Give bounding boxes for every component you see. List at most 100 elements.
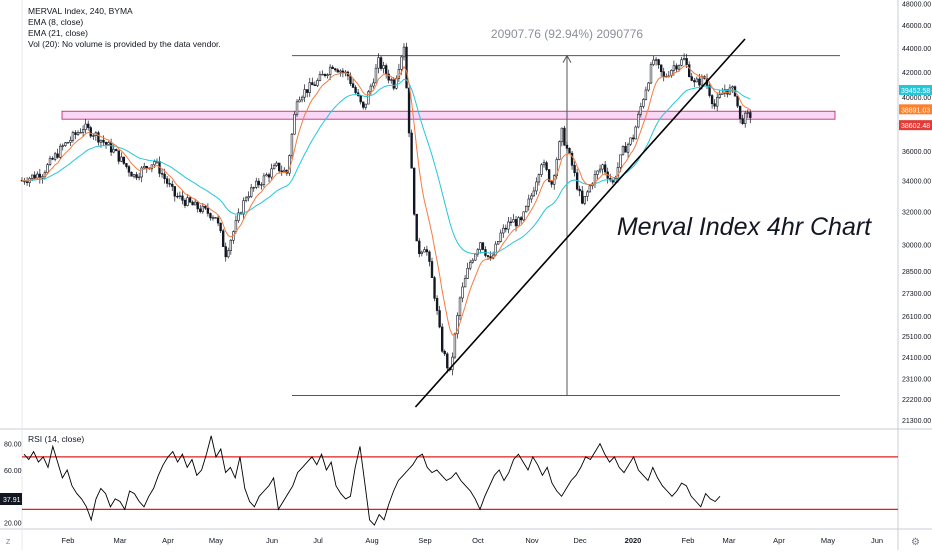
candle-body[interactable] [440, 326, 444, 352]
rsi-legend[interactable]: RSI (14, close) [28, 434, 85, 444]
legend-ema21[interactable]: EMA (21, close) [28, 28, 88, 38]
candle-body[interactable] [244, 197, 248, 201]
candle-body[interactable] [616, 167, 620, 179]
candle-body[interactable] [542, 162, 546, 166]
candle-body[interactable] [211, 217, 215, 219]
candle-body[interactable] [219, 222, 222, 232]
candle-body[interactable] [718, 94, 721, 98]
candle-body[interactable] [578, 188, 581, 192]
candle-body[interactable] [369, 85, 373, 93]
candle-body[interactable] [687, 64, 691, 77]
candle-body[interactable] [107, 142, 110, 145]
candle-body[interactable] [677, 64, 681, 70]
candle-body[interactable] [563, 127, 566, 146]
candle-body[interactable] [46, 164, 49, 173]
candle-body[interactable] [374, 67, 378, 84]
candle-body[interactable] [749, 112, 752, 118]
candle-body[interactable] [637, 113, 640, 128]
candle-body[interactable] [104, 141, 108, 145]
candle-body[interactable] [143, 165, 146, 169]
candle-body[interactable] [132, 174, 136, 177]
candle-body[interactable] [410, 132, 413, 169]
ema21-path[interactable] [21, 78, 751, 255]
candle-body[interactable] [334, 68, 337, 71]
legend-symbol[interactable]: MERVAL Index, 240, BYMA [28, 6, 133, 16]
candle-body[interactable] [509, 221, 513, 224]
candle-body[interactable] [631, 137, 635, 140]
candle-body[interactable] [435, 298, 439, 311]
candle-body[interactable] [502, 227, 505, 234]
candle-body[interactable] [53, 153, 57, 160]
candle-body[interactable] [662, 71, 665, 77]
candle-body[interactable] [165, 178, 169, 184]
candle-body[interactable] [92, 135, 95, 137]
candle-body[interactable] [588, 185, 592, 193]
candle-body[interactable] [675, 65, 678, 70]
legend-ema8[interactable]: EMA (8, close) [28, 17, 84, 27]
candle-body[interactable] [196, 201, 199, 210]
candle-body[interactable] [486, 255, 490, 257]
candle-body[interactable] [76, 132, 80, 135]
candle-body[interactable] [30, 174, 34, 179]
candle-body[interactable] [221, 230, 225, 247]
candle-body[interactable] [402, 46, 406, 58]
candle-body[interactable] [532, 190, 536, 197]
candle-body[interactable] [693, 80, 696, 83]
candle-body[interactable] [471, 259, 474, 263]
candle-body[interactable] [87, 123, 90, 128]
candle-body[interactable] [672, 65, 676, 71]
candle-body[interactable] [642, 99, 645, 107]
candle-body[interactable] [216, 217, 220, 224]
candle-body[interactable] [249, 187, 253, 197]
candle-body[interactable] [262, 175, 266, 185]
candle-body[interactable] [558, 141, 561, 160]
candle-body[interactable] [102, 139, 105, 143]
candle-body[interactable] [186, 197, 189, 206]
candle-body[interactable] [64, 142, 67, 146]
candle-body[interactable] [201, 205, 204, 212]
candle-body[interactable] [499, 232, 502, 242]
candle-body[interactable] [535, 181, 538, 192]
candle-body[interactable] [522, 211, 525, 221]
candle-body[interactable] [178, 195, 182, 197]
candle-body[interactable] [288, 155, 291, 174]
candle-body[interactable] [540, 164, 543, 175]
candle-body[interactable] [649, 64, 653, 84]
price-tag[interactable] [899, 84, 932, 95]
candle-body[interactable] [127, 166, 131, 173]
candle-body[interactable] [257, 180, 261, 186]
candle-body[interactable] [468, 261, 472, 269]
candle-body[interactable] [283, 169, 286, 172]
candle-body[interactable] [379, 57, 383, 69]
candle-body[interactable] [25, 181, 29, 183]
candle-body[interactable] [738, 105, 742, 119]
candle-body[interactable] [109, 142, 113, 153]
candle-body[interactable] [713, 103, 716, 107]
candle-body[interactable] [407, 87, 411, 134]
candle-body[interactable] [621, 146, 625, 156]
candle-body[interactable] [685, 58, 688, 65]
candle-body[interactable] [565, 144, 569, 149]
candle-body[interactable] [629, 137, 632, 145]
candle-body[interactable] [51, 157, 54, 160]
candle-body[interactable] [176, 195, 179, 198]
candle-body[interactable] [267, 174, 271, 178]
candle-body[interactable] [479, 242, 482, 250]
candle-body[interactable] [275, 162, 278, 166]
candle-body[interactable] [364, 103, 367, 108]
candle-body[interactable] [183, 199, 187, 206]
candle-body[interactable] [339, 70, 342, 73]
candle-body[interactable] [351, 83, 355, 88]
candle-body[interactable] [163, 173, 166, 180]
candle-body[interactable] [384, 65, 388, 75]
candle-body[interactable] [173, 186, 176, 197]
candle-body[interactable] [135, 174, 138, 179]
candle-body[interactable] [418, 240, 421, 254]
candle-body[interactable] [568, 148, 571, 154]
candle-body[interactable] [657, 59, 660, 66]
candle-body[interactable] [145, 165, 148, 169]
candle-body[interactable] [395, 78, 398, 89]
candle-body[interactable] [56, 153, 59, 158]
candle-body[interactable] [181, 195, 184, 201]
candle-body[interactable] [433, 277, 436, 299]
